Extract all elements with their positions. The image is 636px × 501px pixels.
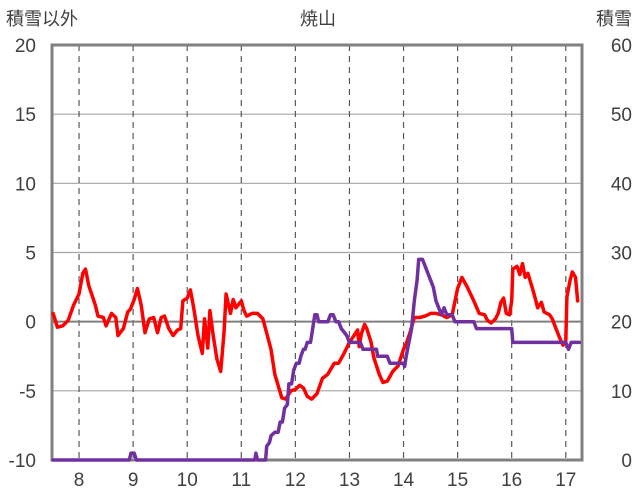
plot-frame: [50, 43, 584, 462]
y-right-tick-label: 40: [611, 174, 632, 195]
tick-labels: -10 -5 0 5 10 15 20 0 10 20 30 40 50 60 8 9 10 11 12 13 14 15…: [9, 36, 632, 491]
y-right-tick-label: 10: [611, 382, 632, 403]
y-left-tick-label: -5: [19, 382, 36, 403]
x-tick-label: 10: [177, 470, 198, 491]
y-right-tick-label: 0: [621, 451, 632, 472]
y-left-tick-label: 5: [25, 244, 36, 265]
x-tick-label: 17: [555, 470, 576, 491]
x-tick-label: 12: [285, 470, 306, 491]
chart-title: 焼山: [300, 9, 336, 30]
y-left-tick-label: 10: [15, 174, 36, 195]
x-tick-label: 9: [128, 470, 139, 491]
y-right-tick-label: 20: [611, 313, 632, 334]
y-left-tick-label: 20: [15, 36, 36, 57]
x-tick-label: 15: [447, 470, 468, 491]
y-left-tick-label: -10: [9, 451, 36, 472]
series-line-red: [51, 261, 580, 401]
y-left-tick-label: 15: [15, 105, 36, 126]
x-tick-label: 16: [501, 470, 522, 491]
y-left-tick-label: 0: [25, 313, 36, 334]
right-axis-label: 積雪: [596, 9, 632, 30]
x-tick-label: 11: [231, 470, 251, 491]
y-right-tick-label: 60: [611, 36, 632, 57]
x-tick-label: 14: [393, 470, 415, 491]
series-layer: [51, 257, 582, 462]
x-tick-label: 13: [339, 470, 360, 491]
series-line-purple: [51, 257, 582, 462]
left-axis-label: 積雪以外: [6, 9, 78, 30]
y-right-tick-label: 50: [611, 105, 632, 126]
y-right-tick-label: 30: [611, 244, 632, 265]
x-tick-label: 8: [74, 470, 85, 491]
plot-border: [50, 43, 584, 462]
